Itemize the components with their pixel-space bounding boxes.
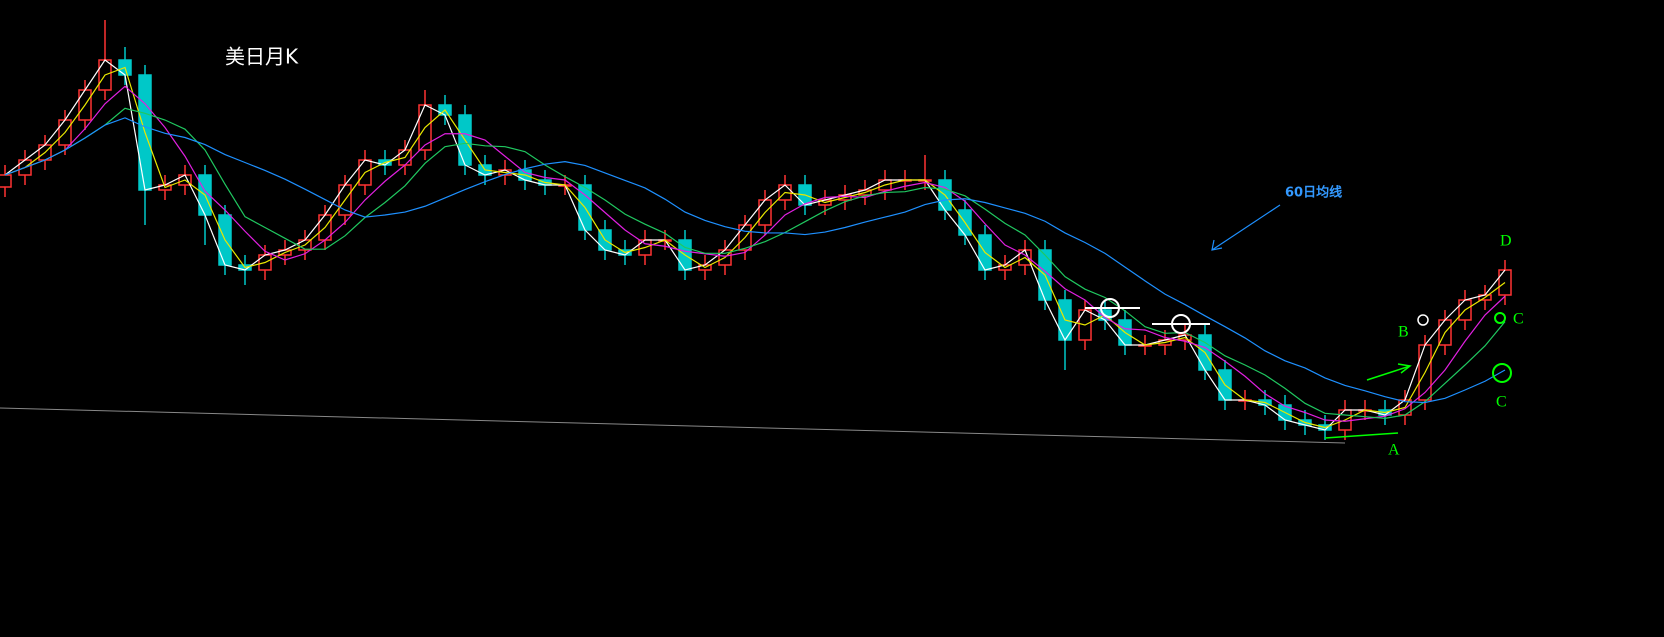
marker-circle [1492, 363, 1512, 383]
arrow-head [1397, 363, 1412, 374]
annotation: C [1513, 311, 1524, 328]
arrow [1211, 204, 1281, 251]
moving-average [4, 59, 1506, 431]
candle-body [0, 174, 12, 188]
moving-average [4, 107, 1506, 419]
moving-average [4, 85, 1506, 422]
moving-average [4, 117, 1506, 404]
chart-title: 美日月K [225, 45, 299, 69]
arrow-head [1211, 239, 1223, 251]
annotation: A [1388, 442, 1400, 459]
plot [0, 20, 1512, 440]
annotation: C [1496, 394, 1507, 411]
annotation: D [1500, 233, 1512, 250]
annotation: 60日均线 [1285, 185, 1342, 201]
trend-line [0, 407, 1346, 444]
moving-average [4, 66, 1506, 429]
support-line [1324, 432, 1399, 439]
annotation: B [1398, 324, 1409, 341]
marker-circle [1494, 312, 1506, 324]
arrow [1366, 365, 1411, 381]
marker-circle [1417, 314, 1429, 326]
